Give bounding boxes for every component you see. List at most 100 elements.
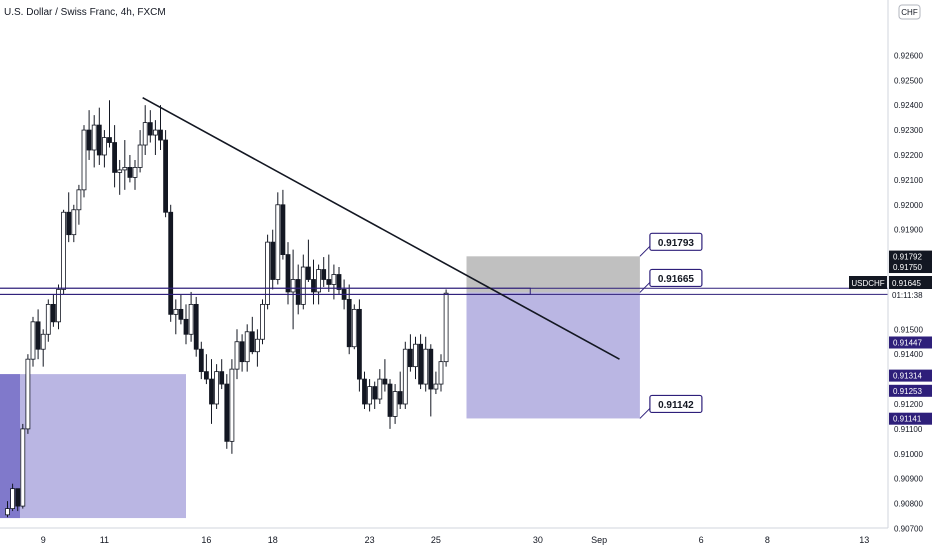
candle-body: [209, 378, 214, 405]
currency-button[interactable]: CHF: [898, 4, 921, 20]
x-tick-label: 25: [431, 535, 441, 545]
candle-body: [224, 383, 230, 442]
y-tick-label: 0.91900: [894, 226, 923, 235]
drawings-layer: 0.91793 0.91665 0.91142: [0, 97, 888, 419]
callout-box: [649, 268, 703, 288]
demand-zone: [0, 374, 186, 519]
candle-body: [382, 378, 388, 385]
candle-body: [377, 378, 383, 400]
candle-body: [66, 211, 72, 236]
x-tick-label: 8: [765, 535, 770, 545]
y-tick-label: 0.91100: [894, 425, 923, 434]
candle-body: [163, 139, 169, 213]
candle-body: [183, 318, 189, 335]
candle-body: [295, 279, 301, 305]
zones-layer: [0, 256, 640, 519]
candle-body: [81, 129, 87, 191]
symbol-price-tag: USDCHF 0.91645 01:11:38: [849, 276, 932, 301]
candle-body: [178, 308, 184, 320]
candle-body: [142, 122, 148, 146]
price-tag-label: 0.91447: [893, 338, 922, 347]
price-tag: [889, 412, 932, 425]
candle-body: [346, 299, 352, 348]
candle-body: [402, 348, 408, 405]
candle-body: [413, 343, 418, 368]
resistance-box: [0, 287, 531, 295]
candle-body: [168, 211, 174, 315]
candle-body: [438, 361, 444, 385]
candle-body: [20, 428, 26, 507]
candle-body: [239, 341, 245, 363]
candle-body: [428, 348, 434, 390]
candle-body: [10, 488, 16, 509]
callout-price-label: 0.91142: [658, 400, 694, 411]
descending-trendline: [142, 97, 620, 360]
x-tick-label: 11: [100, 535, 109, 545]
candle-body: [147, 122, 153, 136]
candle-body: [275, 204, 281, 280]
candle-body: [198, 348, 204, 373]
candle-body: [112, 142, 117, 173]
demand-zone-dark-strip: [0, 374, 20, 519]
y-tick-label: 0.90800: [894, 500, 923, 509]
y-tick-label: 0.91000: [894, 450, 923, 459]
candle-body: [270, 241, 276, 280]
candle-body: [290, 279, 296, 293]
y-tick-label: 0.91400: [894, 350, 923, 359]
x-tick-label: 9: [41, 535, 46, 545]
x-tick-label: 18: [268, 535, 278, 545]
candle-body: [326, 279, 332, 285]
callout-price-label: 0.91793: [658, 238, 695, 249]
price-tag-label: 0.91792: [893, 253, 922, 262]
candle-body: [254, 338, 260, 353]
candle-body: [392, 391, 398, 417]
candle-body: [214, 371, 220, 405]
price-tag: [889, 369, 932, 382]
candle-body: [203, 371, 209, 380]
candle-body: [219, 371, 225, 385]
candle-body: [423, 348, 429, 385]
candle-body: [188, 303, 194, 335]
candle-body: [122, 167, 128, 171]
candle-body: [56, 289, 61, 323]
callout-box: [649, 394, 703, 414]
candle-body: [229, 368, 235, 442]
callout-leader: [639, 408, 651, 419]
candle-body: [433, 383, 439, 390]
callout-leader: [639, 282, 651, 293]
candle-body: [173, 308, 179, 315]
price-tag-label: 0.91314: [893, 372, 922, 381]
x-tick-label: 23: [365, 535, 375, 545]
callout-leader: [639, 245, 651, 257]
candle-body: [40, 333, 46, 350]
y-tick-label: 0.92300: [894, 126, 923, 135]
candle-body: [234, 341, 240, 370]
x-tick-label: 16: [201, 535, 211, 545]
currency-button-label: CHF: [901, 8, 918, 17]
candle-body: [300, 266, 306, 305]
candle-body: [305, 266, 311, 280]
price-tag: [889, 250, 932, 263]
y-tick-label: 0.92400: [894, 101, 923, 110]
x-tick-label: 13: [859, 535, 869, 545]
y-tick-label: 0.91500: [894, 325, 923, 334]
chart-title: U.S. Dollar / Swiss Franc, 4h, FXCM: [4, 7, 166, 18]
candle-body: [127, 167, 133, 178]
price-tag-label: 0.91141: [893, 415, 922, 424]
position-target-zone: [466, 256, 640, 293]
candle-body: [51, 303, 56, 323]
candle-body: [260, 303, 265, 340]
candle-body: [362, 378, 367, 405]
symbol-label: USDCHF: [851, 279, 884, 288]
candle-body: [356, 308, 362, 380]
y-tick-label: 0.92500: [894, 76, 923, 85]
candle-body: [331, 274, 337, 285]
candle-body: [193, 303, 199, 350]
candle-body: [387, 383, 393, 417]
y-tick-label: 0.92600: [894, 51, 923, 60]
last-price-label: 0.91645: [892, 279, 921, 288]
candle-body: [407, 348, 413, 368]
candle-body: [96, 124, 102, 156]
candle-body: [351, 308, 357, 348]
